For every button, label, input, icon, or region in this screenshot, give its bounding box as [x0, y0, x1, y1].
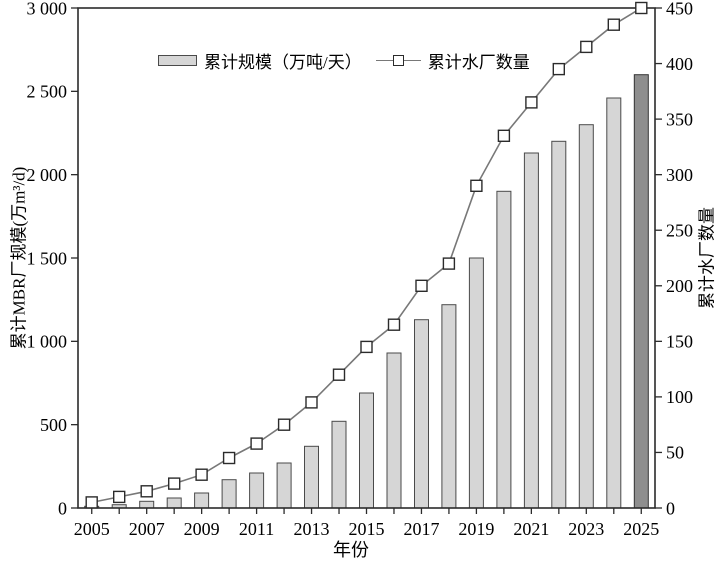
x-axis-tick-label: 2005 — [74, 519, 110, 539]
bar-2024 — [606, 97, 622, 509]
bar-2015 — [359, 392, 374, 509]
marker-2008 — [167, 477, 181, 490]
bar-2016 — [386, 352, 402, 509]
bar-2010 — [221, 479, 237, 509]
bar-2014 — [331, 420, 347, 509]
marker-2025 — [635, 1, 648, 15]
bar-2021 — [523, 152, 539, 509]
left-axis-tick-label: 3 000 — [27, 0, 68, 18]
marker-2009 — [195, 468, 208, 481]
marker-2013 — [305, 396, 318, 409]
left-axis-tick-label: 500 — [40, 415, 67, 435]
marker-2015 — [360, 340, 373, 354]
legend-item-line-series: 累计水厂数量 — [375, 48, 530, 73]
marker-2020 — [497, 129, 511, 143]
bar-2008 — [166, 497, 182, 509]
bar-2022 — [551, 140, 567, 509]
bar-2020 — [496, 190, 512, 509]
legend-bar-label: 累计规模（万吨/天） — [204, 52, 362, 72]
right-axis-tick-label: 0 — [666, 498, 675, 518]
bar-2025 — [633, 74, 649, 509]
right-axis-title: 累计水厂数量 — [697, 207, 717, 309]
x-axis-tick-label: 2011 — [239, 519, 274, 539]
bar-2019 — [468, 257, 484, 509]
marker-2017 — [415, 279, 428, 292]
bar-2018 — [441, 304, 457, 509]
bar-2013 — [304, 445, 319, 509]
bar-2012 — [276, 462, 292, 509]
right-axis-tick-label: 350 — [666, 109, 693, 129]
marker-2024 — [607, 18, 620, 31]
chart-legend: 累计规模（万吨/天） 累计水厂数量 — [158, 48, 530, 73]
bar-series-swatch-icon — [158, 54, 197, 66]
x-axis-tick-label: 2021 — [513, 519, 549, 539]
line-series-marker-icon — [375, 54, 421, 66]
x-axis-tick-label: 2013 — [294, 519, 330, 539]
left-axis-tick-label: 1 000 — [27, 332, 68, 352]
x-axis-tick-label: 2007 — [129, 519, 165, 539]
right-axis-tick-label: 300 — [666, 165, 693, 185]
bar-2017 — [414, 319, 429, 509]
left-axis-tick-label: 1 500 — [27, 248, 68, 268]
right-axis-tick-label: 150 — [666, 332, 693, 352]
right-axis-tick-label: 200 — [666, 276, 693, 296]
marker-2005 — [85, 496, 98, 509]
marker-2022 — [552, 62, 565, 76]
legend-line-label: 累计水厂数量 — [427, 52, 530, 72]
x-axis-tick-label: 2009 — [184, 519, 220, 539]
marker-2018 — [442, 257, 456, 270]
x-axis-tick-label: 2023 — [568, 519, 604, 539]
marker-2011 — [250, 437, 263, 450]
x-axis-tick-label: 2019 — [458, 519, 494, 539]
marker-2019 — [470, 179, 483, 193]
marker-2023 — [580, 40, 593, 54]
bar-2009 — [194, 492, 210, 509]
right-axis-tick-label: 50 — [666, 443, 684, 463]
marker-2014 — [332, 368, 346, 381]
left-axis-tick-label: 2 000 — [27, 165, 68, 185]
marker-2021 — [525, 96, 538, 109]
marker-2016 — [387, 318, 401, 331]
marker-2012 — [277, 418, 291, 431]
x-axis-tick-label: 2015 — [349, 519, 385, 539]
bar-2007 — [139, 500, 155, 509]
marker-2007 — [140, 485, 153, 498]
right-axis-tick-label: 100 — [666, 387, 693, 407]
legend-item-bar-series: 累计规模（万吨/天） — [158, 48, 362, 73]
left-axis-title: 累计MBR厂规模(万m³/d) — [9, 166, 29, 350]
right-axis-tick-label: 250 — [666, 221, 693, 241]
left-axis-tick-label: 2 500 — [27, 82, 68, 102]
x-axis-title: 年份 — [333, 540, 369, 560]
marker-2006 — [112, 490, 126, 504]
bar-2011 — [249, 472, 265, 509]
bar-2023 — [578, 124, 594, 509]
left-axis-tick-label: 0 — [58, 498, 67, 518]
marker-2010 — [222, 451, 236, 465]
x-axis-tick-label: 2017 — [403, 519, 439, 539]
right-axis-tick-label: 400 — [666, 54, 693, 74]
x-axis-tick-label: 2025 — [623, 519, 659, 539]
right-axis-tick-label: 450 — [666, 0, 693, 18]
